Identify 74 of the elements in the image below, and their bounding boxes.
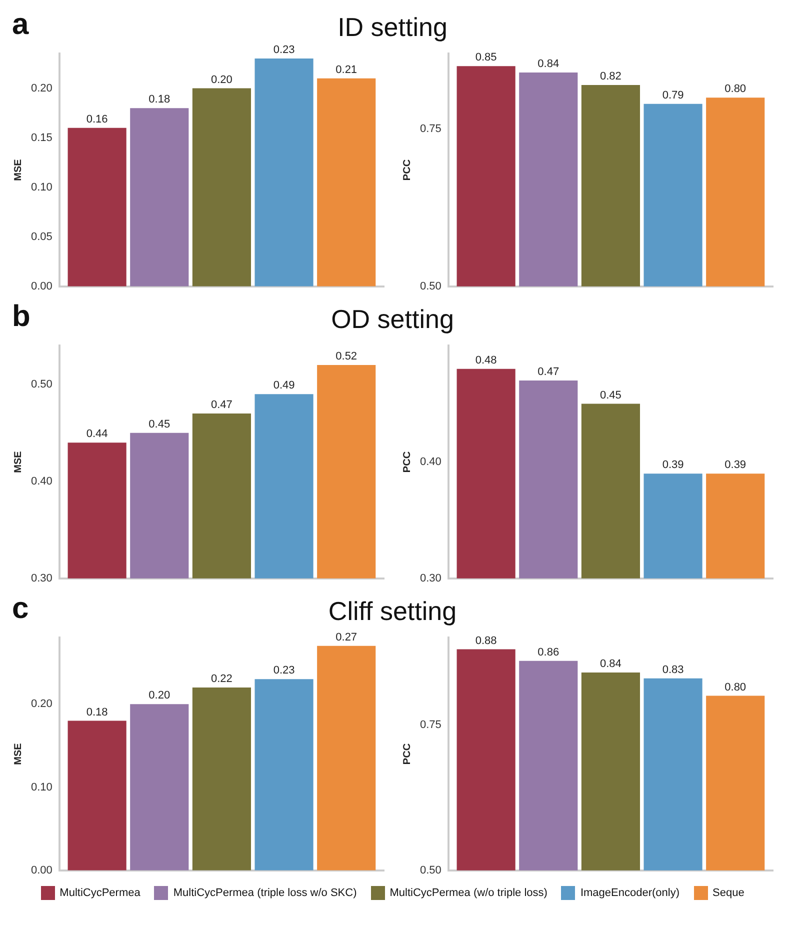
- y-tick-label: 0.40: [30, 475, 52, 488]
- y-axis-title: MSE: [12, 742, 24, 765]
- data-label: 0.84: [600, 658, 622, 670]
- data-label: 0.88: [475, 634, 497, 647]
- y-tick-label: 0.10: [30, 781, 52, 794]
- data-label: 0.85: [475, 52, 497, 64]
- data-label: 0.18: [148, 94, 170, 106]
- data-label: 0.21: [336, 64, 358, 76]
- bar: [68, 128, 126, 286]
- data-label: 0.44: [86, 428, 108, 440]
- bar: [317, 78, 376, 286]
- y-axis-title: PCC: [402, 743, 413, 765]
- data-label: 0.23: [273, 44, 295, 56]
- data-label: 0.45: [600, 389, 622, 402]
- y-axis-title: PCC: [402, 451, 413, 473]
- y-tick-label: 0.05: [30, 230, 52, 243]
- data-label: 0.79: [662, 89, 684, 102]
- data-label: 0.48: [475, 354, 497, 366]
- text: a: [12, 8, 29, 42]
- data-label: 0.16: [86, 113, 108, 126]
- y-tick-label: 0.75: [420, 123, 442, 136]
- data-label: 0.84: [538, 58, 560, 70]
- y-tick-label: 0.10: [30, 181, 52, 194]
- data-label: 0.18: [86, 706, 108, 718]
- data-label: 0.52: [336, 350, 358, 363]
- bar: [192, 88, 251, 286]
- y-tick-label: 0.50: [30, 378, 52, 390]
- data-label: 0.20: [210, 74, 232, 86]
- data-label: 0.86: [538, 646, 560, 658]
- data-label: 0.80: [724, 681, 746, 694]
- bar: [68, 720, 126, 870]
- y-tick-label: 0.50: [420, 864, 442, 876]
- bar: [254, 679, 314, 870]
- y-axis-title: PCC: [402, 159, 413, 181]
- data-label: 0.83: [662, 664, 684, 676]
- y-tick-label: 0.20: [30, 698, 52, 710]
- y-axis-title: MSE: [12, 158, 24, 181]
- legend-label: ImageEncoder(only): [580, 887, 680, 899]
- y-tick-label: 0.20: [30, 82, 52, 94]
- bar: [254, 58, 314, 286]
- y-tick-label: 0.30: [420, 572, 442, 584]
- data-label: 0.39: [724, 459, 746, 472]
- y-tick-label: 0.50: [420, 280, 442, 292]
- legend-label: MultiCycPermea (w/o triple loss): [390, 887, 548, 899]
- chart-title: OD setting: [331, 304, 454, 334]
- legend-label: Seque: [712, 887, 744, 899]
- legend-label: MultiCycPermea: [60, 887, 140, 899]
- bar: [192, 687, 251, 870]
- chart-title: ID setting: [338, 12, 448, 42]
- text: c: [12, 592, 29, 626]
- legend-label: MultiCycPermea (triple loss w/o SKC): [173, 887, 357, 899]
- y-tick-label: 0.00: [30, 864, 52, 876]
- data-label: 0.23: [273, 664, 295, 677]
- chart-title: Cliff setting: [328, 596, 457, 626]
- y-axis-title: MSE: [12, 450, 24, 473]
- y-tick-label: 0.30: [30, 572, 52, 584]
- bar: [317, 646, 376, 870]
- data-label: 0.22: [210, 673, 232, 686]
- data-label: 0.20: [148, 690, 170, 702]
- y-tick-label: 0.75: [420, 718, 442, 731]
- y-tick-label: 0.40: [420, 456, 442, 468]
- text: b: [12, 300, 30, 334]
- bar: [130, 108, 189, 286]
- y-tick-label: 0.00: [30, 280, 52, 292]
- y-tick-label: 0.15: [30, 132, 52, 144]
- bar: [130, 704, 189, 870]
- data-label: 0.39: [662, 459, 684, 472]
- data-label: 0.82: [600, 70, 622, 83]
- data-label: 0.80: [724, 83, 746, 96]
- data-label: 0.47: [538, 366, 560, 378]
- data-label: 0.49: [273, 380, 295, 392]
- data-label: 0.27: [336, 631, 358, 644]
- data-label: 0.45: [148, 418, 170, 430]
- data-label: 0.47: [210, 399, 232, 412]
